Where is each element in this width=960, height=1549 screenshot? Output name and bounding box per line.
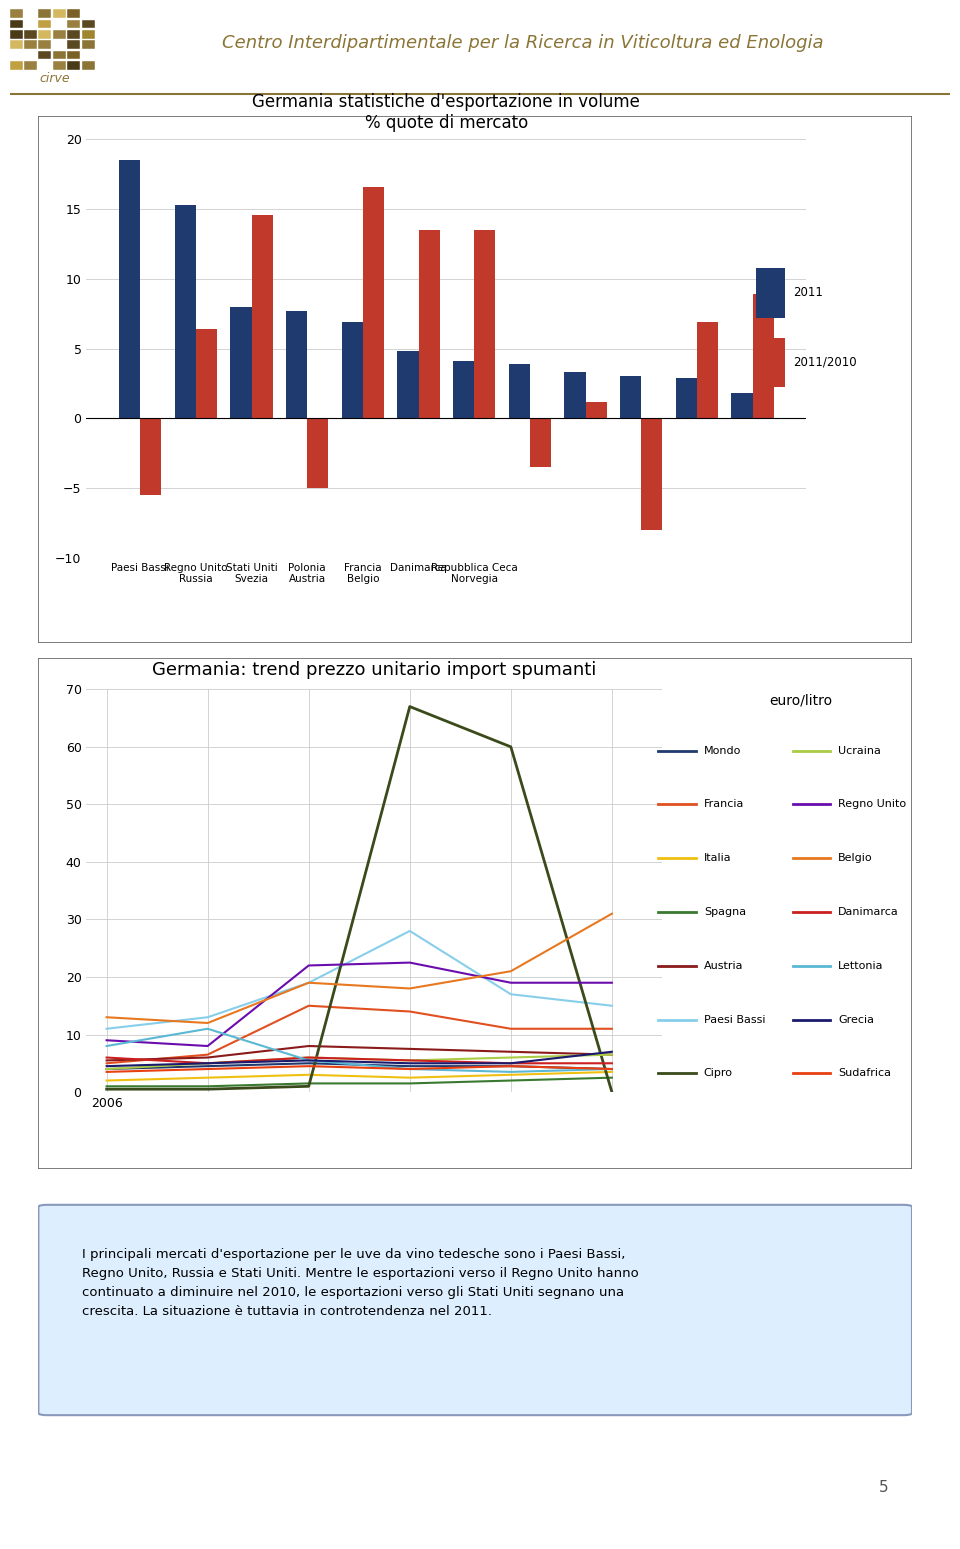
Bar — [140, 418, 161, 496]
Bar — [82, 40, 94, 50]
Text: Italia: Italia — [704, 853, 732, 863]
Text: Ucraina: Ucraina — [838, 745, 881, 756]
Bar — [38, 20, 51, 28]
Text: Grecia: Grecia — [838, 1015, 875, 1024]
Bar — [67, 60, 80, 70]
Bar — [53, 60, 65, 70]
Bar — [82, 9, 94, 19]
Bar — [530, 418, 551, 468]
Bar — [564, 372, 586, 418]
Text: Mondo: Mondo — [704, 745, 741, 756]
Bar — [38, 51, 51, 59]
Bar — [307, 418, 328, 488]
Bar — [38, 40, 51, 50]
Text: Belgio: Belgio — [838, 853, 873, 863]
Bar — [230, 307, 252, 418]
Bar — [53, 40, 65, 50]
Bar — [24, 9, 36, 19]
Bar — [509, 364, 530, 418]
Bar — [67, 40, 80, 50]
Bar — [252, 215, 273, 418]
Text: Lettonia: Lettonia — [838, 960, 884, 971]
Bar — [676, 378, 697, 418]
Title: Germania: trend prezzo unitario import spumanti: Germania: trend prezzo unitario import s… — [153, 661, 596, 680]
Text: I principali mercati d'esportazione per le uve da vino tedesche sono i Paesi Bas: I principali mercati d'esportazione per … — [83, 1248, 638, 1318]
Bar — [82, 29, 94, 39]
Text: Francia: Francia — [704, 799, 744, 810]
Bar — [53, 51, 65, 59]
Text: Austria: Austria — [704, 960, 743, 971]
Text: 2011: 2011 — [793, 287, 823, 299]
Bar — [196, 328, 217, 418]
Text: Centro Interdipartimentale per la Ricerca in Viticoltura ed Enologia: Centro Interdipartimentale per la Ricerc… — [223, 34, 824, 51]
Bar — [53, 9, 65, 19]
Text: Danimarca: Danimarca — [838, 908, 899, 917]
Bar — [24, 20, 36, 28]
Bar — [175, 204, 196, 418]
Bar — [82, 51, 94, 59]
Bar — [474, 229, 495, 418]
Bar — [38, 9, 51, 19]
Bar — [756, 268, 785, 318]
Bar — [10, 9, 23, 19]
Title: Germania statistiche d'esportazione in volume
% quote di mercato: Germania statistiche d'esportazione in v… — [252, 93, 640, 132]
Bar — [67, 9, 80, 19]
Bar — [10, 29, 23, 39]
Text: cirve: cirve — [39, 73, 70, 85]
Text: 5: 5 — [878, 1479, 888, 1495]
Bar — [363, 187, 384, 418]
Bar — [24, 60, 36, 70]
Bar — [342, 322, 363, 418]
Text: Sudafrica: Sudafrica — [838, 1069, 891, 1078]
Bar — [67, 20, 80, 28]
Bar — [732, 393, 753, 418]
Bar — [24, 40, 36, 50]
Bar — [53, 29, 65, 39]
Text: Cipro: Cipro — [704, 1069, 732, 1078]
Bar — [38, 60, 51, 70]
Bar — [53, 20, 65, 28]
Bar — [82, 20, 94, 28]
Bar — [24, 29, 36, 39]
Bar — [697, 322, 718, 418]
Text: 2011/2010: 2011/2010 — [793, 356, 856, 369]
Bar — [756, 338, 785, 387]
Bar — [453, 361, 474, 418]
Bar — [38, 29, 51, 39]
Bar — [620, 376, 641, 418]
Text: Spagna: Spagna — [704, 908, 746, 917]
Bar — [586, 401, 607, 418]
Bar — [67, 51, 80, 59]
Text: euro/litro: euro/litro — [769, 692, 832, 706]
Bar — [10, 60, 23, 70]
Bar — [82, 60, 94, 70]
Bar — [10, 51, 23, 59]
Bar — [67, 29, 80, 39]
Bar — [419, 229, 440, 418]
Bar — [641, 418, 662, 530]
FancyBboxPatch shape — [38, 1205, 912, 1416]
Bar — [24, 51, 36, 59]
Bar — [119, 161, 140, 418]
Text: Paesi Bassi: Paesi Bassi — [704, 1015, 765, 1024]
Bar — [397, 352, 419, 418]
Bar — [10, 40, 23, 50]
Text: Regno Unito: Regno Unito — [838, 799, 906, 810]
Bar — [753, 294, 774, 418]
Bar — [286, 311, 307, 418]
Bar — [10, 20, 23, 28]
